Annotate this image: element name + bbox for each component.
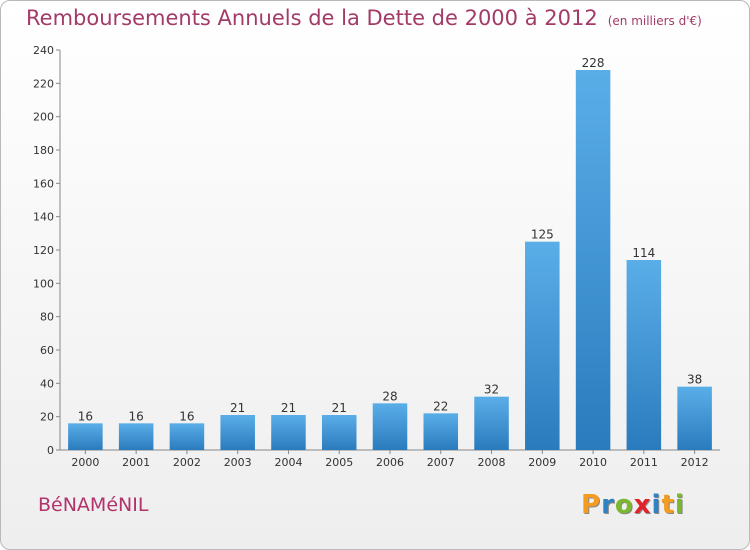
y-tick-label: 20 [40, 411, 54, 424]
bar [220, 415, 255, 450]
x-tick-label: 2005 [325, 456, 353, 469]
y-tick-label: 120 [33, 244, 54, 257]
y-tick-label: 100 [33, 277, 54, 290]
data-label: 114 [632, 246, 655, 260]
data-label: 16 [78, 409, 93, 423]
x-tick-label: 2008 [478, 456, 506, 469]
data-label: 21 [281, 401, 296, 415]
bar [118, 423, 154, 450]
y-tick-label: 160 [33, 177, 54, 190]
chart-bars [68, 70, 712, 450]
data-label: 16 [129, 409, 144, 423]
x-tick-label: 2009 [528, 456, 556, 469]
data-label: 22 [433, 399, 448, 413]
logo-letter: i [651, 490, 662, 520]
x-tick-label: 2007 [427, 456, 455, 469]
logo-letter: i [674, 490, 685, 520]
x-tick-label: 2002 [173, 456, 201, 469]
data-label: 21 [230, 401, 245, 415]
data-label: 28 [382, 389, 397, 403]
bar [68, 423, 103, 450]
commune-name: BéNAMéNIL [38, 494, 149, 516]
logo-letter: t [661, 490, 675, 520]
y-tick-label: 180 [33, 144, 54, 157]
data-label: 38 [687, 373, 702, 387]
logo-letter: r [601, 490, 615, 520]
x-tick-label: 2001 [122, 456, 150, 469]
logo-letter: o [614, 490, 634, 520]
y-tick-label: 80 [40, 311, 54, 324]
chart-subtitle: (en milliers d'€) [607, 14, 702, 28]
y-tick-label: 0 [47, 444, 54, 457]
data-label: 125 [531, 228, 554, 242]
bar [474, 396, 509, 450]
bar [169, 423, 205, 450]
data-label: 32 [484, 383, 499, 397]
x-tick-label: 2012 [681, 456, 709, 469]
chart-labels: 16 16 16 21 21 21 28 22 32 125 228 114 38 [78, 56, 703, 423]
bar [575, 70, 611, 450]
chart-title: Remboursements Annuels de la Dette de 20… [26, 6, 702, 30]
data-label: 16 [179, 409, 194, 423]
y-tick-label: 40 [40, 377, 54, 390]
x-tick-label: 2011 [630, 456, 658, 469]
y-tick-label: 60 [40, 344, 54, 357]
y-tick-label: 220 [33, 77, 54, 90]
bar [677, 386, 712, 450]
data-label: 228 [582, 56, 605, 70]
y-tick-label: 240 [33, 44, 54, 57]
x-tick-label: 2003 [224, 456, 252, 469]
bar [525, 241, 560, 450]
chart-title-text: Remboursements Annuels de la Dette de 20… [26, 6, 598, 30]
logo-letter: x [633, 490, 652, 520]
x-tick-label: 2010 [579, 456, 607, 469]
y-tick-label: 140 [33, 211, 54, 224]
bar [321, 415, 357, 450]
data-label: 21 [332, 401, 347, 415]
bar [372, 403, 408, 450]
x-tick-label: 2006 [376, 456, 404, 469]
x-tick-label: 2000 [71, 456, 99, 469]
x-tick-label: 2004 [274, 456, 302, 469]
bar [271, 415, 306, 450]
proxiti-logo: Proxiti [581, 490, 685, 520]
bar [626, 260, 662, 450]
bar [423, 413, 459, 450]
y-tick-label: 200 [33, 111, 54, 124]
logo-letter: P [581, 490, 602, 520]
